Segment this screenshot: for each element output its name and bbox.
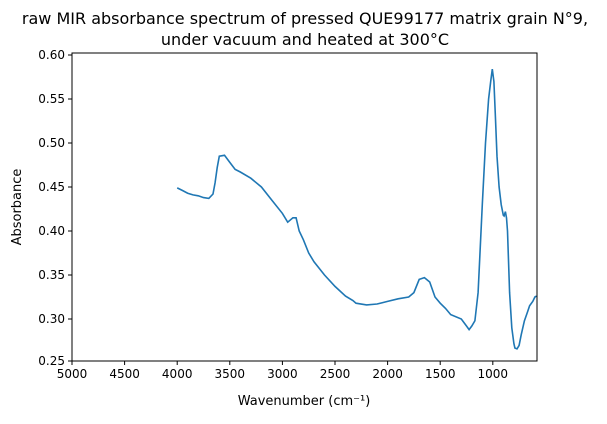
y-tick-label: 0.55: [38, 92, 65, 106]
x-tick-label: 1000: [478, 367, 509, 381]
x-tick-label: 1500: [425, 367, 456, 381]
y-tick-label: 0.35: [38, 268, 65, 282]
y-axis-label: Absorbance: [10, 169, 25, 246]
y-tick-label: 0.25: [38, 354, 65, 368]
plot-frame: [71, 52, 538, 362]
x-tick-label: 3000: [267, 367, 298, 381]
x-tick-label: 5000: [57, 367, 88, 381]
y-tick-label: 0.60: [38, 48, 65, 62]
x-tick-label: 3500: [215, 367, 246, 381]
y-tick-label: 0.50: [38, 136, 65, 150]
y-tick-label: 0.30: [38, 312, 65, 326]
chart-title-line1: raw MIR absorbance spectrum of pressed Q…: [22, 9, 588, 28]
x-tick-label: 2500: [320, 367, 351, 381]
y-tick-label: 0.40: [38, 224, 65, 238]
x-tick-label: 4000: [162, 367, 193, 381]
x-axis-label: Wavenumber (cm⁻¹): [238, 394, 371, 409]
chart-title-line2: under vacuum and heated at 300°C: [161, 30, 449, 49]
x-tick-label: 4500: [109, 367, 140, 381]
spectrum-line: [176, 68, 537, 350]
y-tick-label: 0.45: [38, 180, 65, 194]
x-tick-label: 2000: [372, 367, 403, 381]
